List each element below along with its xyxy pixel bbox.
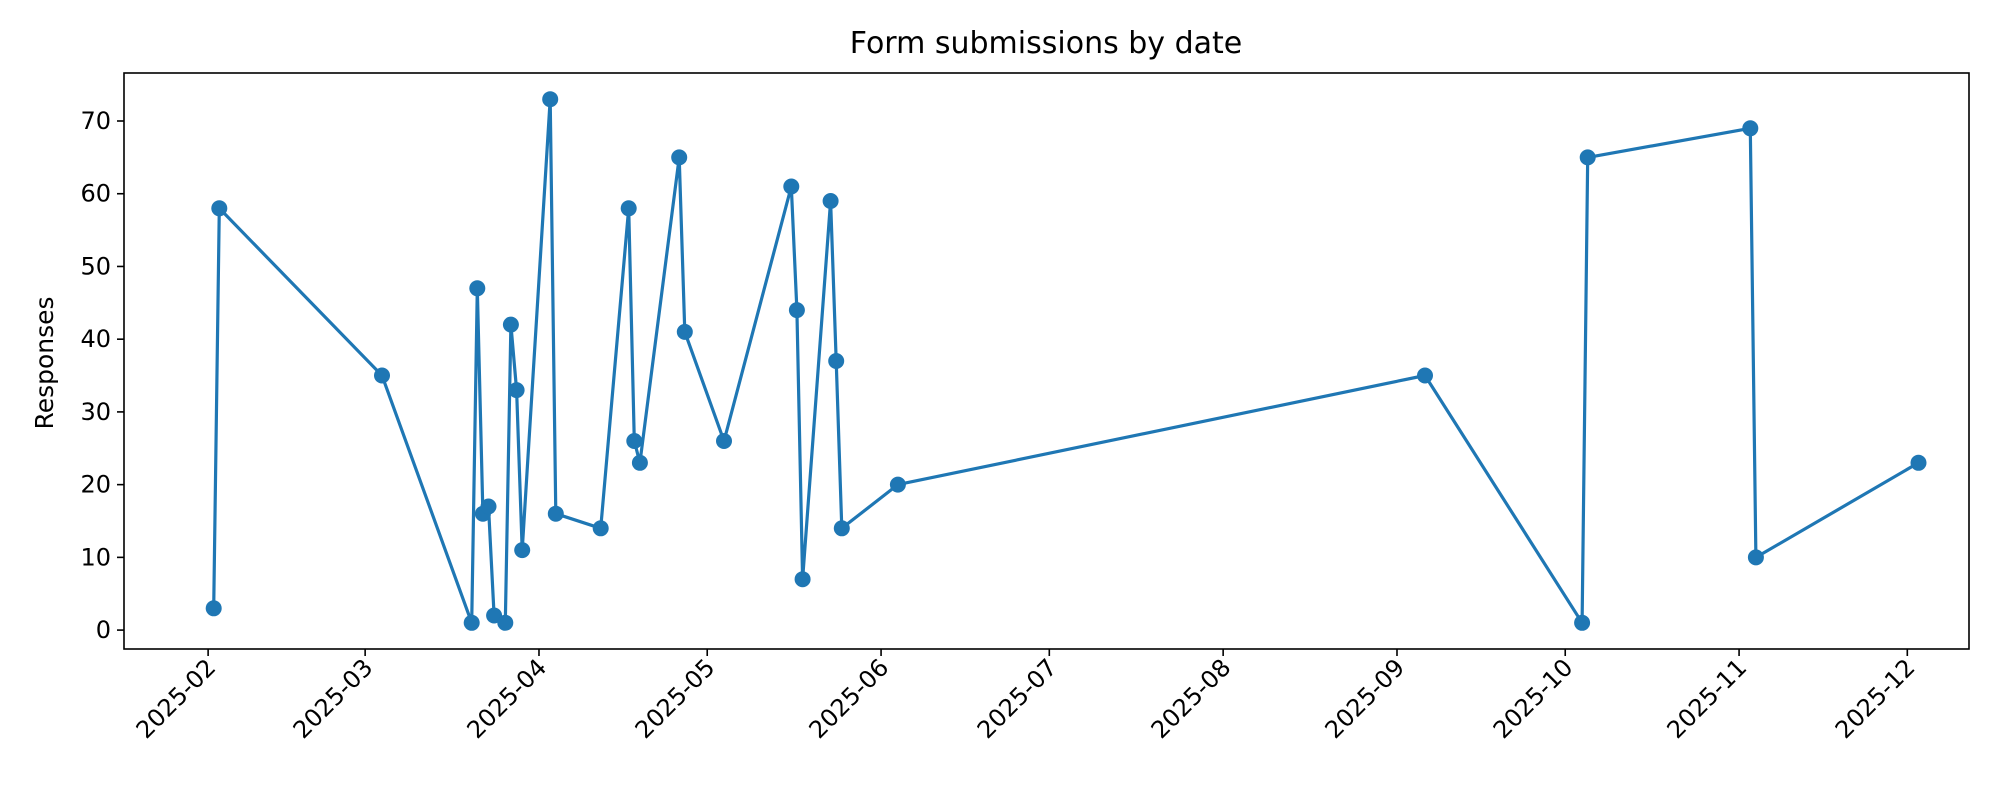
x-tick-label: 2025-03 [288,653,379,744]
data-point [592,520,609,537]
x-tick-label: 2025-11 [1662,653,1753,744]
chart-title: Form submissions by date [850,26,1242,61]
x-tick-label: 2025-04 [462,653,553,744]
data-point [508,382,525,399]
data-point [716,433,732,449]
data-point [542,91,559,108]
data-point [480,498,497,515]
data-point [502,316,519,333]
data-point [1579,149,1596,166]
x-tick-label: 2025-05 [630,653,721,744]
data-point [469,280,486,297]
y-axis-label: Responses [30,296,59,429]
x-tick-label: 2025-10 [1488,653,1579,744]
data-point [1910,454,1927,471]
data-point [783,178,800,195]
data-point [497,614,514,631]
y-tick-label: 10 [80,543,111,571]
data-point [889,476,906,493]
data-point [631,454,648,471]
data-point [828,353,845,369]
data-point [788,302,805,319]
y-tick-label: 30 [80,398,111,426]
data-points [205,91,1927,631]
data-point [1747,549,1764,566]
x-tick-label: 2025-08 [1146,653,1237,744]
data-point [514,542,531,559]
data-point [205,600,222,617]
plot-frame [123,72,1970,650]
y-tick-label: 50 [80,252,111,280]
data-point [671,149,688,166]
data-point [833,520,850,537]
data-point [547,505,564,522]
data-point [676,323,693,340]
x-tick-label: 2025-06 [804,653,895,744]
y-tick-label: 20 [80,471,111,499]
x-tick-label: 2025-07 [972,653,1063,744]
data-point [374,367,390,384]
x-tick-label: 2025-12 [1830,653,1921,744]
x-tick-label: 2025-02 [131,653,222,744]
data-point [626,433,643,449]
x-tick-label: 2025-09 [1320,653,1411,744]
series-line [212,97,1920,625]
data-point [822,193,839,209]
x-axis: 2025-02 2025-03 2025-04 2025-05 2025-06 2025-… [131,649,1921,744]
y-tick-label: 60 [80,180,111,208]
data-point [794,571,811,588]
y-tick-label: 40 [80,325,111,353]
data-point [1742,120,1759,137]
y-axis: 0 10 20 30 40 50 60 70 [80,107,124,644]
data-point [211,200,228,217]
data-point [463,614,480,631]
data-point [1417,367,1433,384]
data-point [620,200,637,217]
y-tick-label: 0 [96,616,111,644]
y-tick-label: 70 [80,107,111,135]
data-point [1574,614,1591,631]
